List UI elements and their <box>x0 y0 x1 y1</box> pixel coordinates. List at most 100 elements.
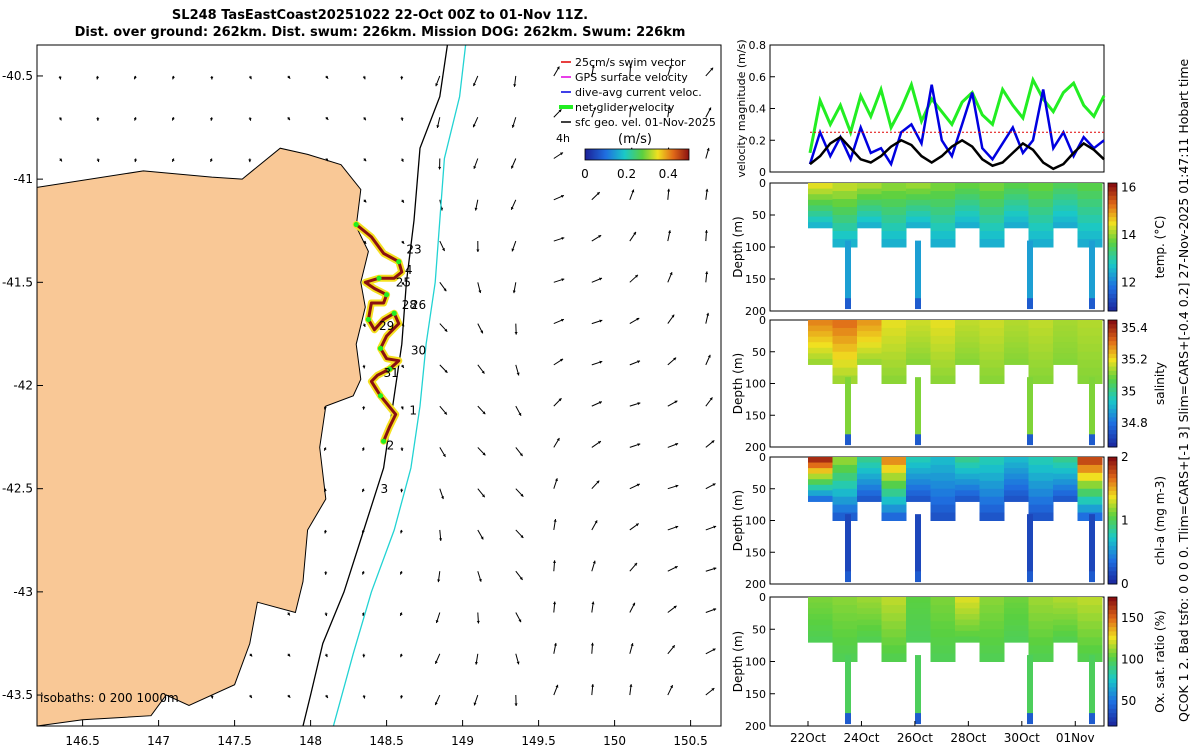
depth-axis-label: Depth (m) <box>731 216 745 277</box>
section-cell <box>857 608 882 615</box>
colorbar-segment <box>1108 507 1117 513</box>
section-cell <box>832 207 858 216</box>
geo-velocity-arrow <box>361 571 365 575</box>
geo-velocity-arrow <box>324 529 328 534</box>
geo-velocity-arrow <box>362 364 366 369</box>
geo-velocity-arrow <box>472 117 479 128</box>
section-cell <box>881 223 907 232</box>
geo-velocity-arrow <box>248 117 252 121</box>
geo-velocity-arrow <box>400 75 404 80</box>
section-cell <box>1004 336 1029 343</box>
section-cell <box>955 188 980 195</box>
section-cell <box>881 605 907 614</box>
colorbar-segment <box>1108 306 1117 312</box>
geo-velocity-arrow <box>287 694 291 698</box>
section-cell <box>1004 636 1029 643</box>
section-cell <box>881 597 907 606</box>
colorbar-segment <box>1108 332 1117 338</box>
section-cell <box>808 336 833 343</box>
geo-velocity-arrow <box>552 560 556 572</box>
velocity-y-tick-label: 0.4 <box>749 103 767 116</box>
section-cell <box>808 479 833 486</box>
section-cell <box>881 457 907 466</box>
section-cell <box>808 358 833 365</box>
section-cell <box>955 479 980 486</box>
colorbar-segment <box>1108 708 1117 714</box>
section-cell <box>881 335 907 345</box>
day-label: 31 <box>384 366 399 380</box>
colorbar-segment <box>1108 473 1117 479</box>
velocity-y-tick-label: 0.2 <box>749 134 767 147</box>
geo-velocity-arrow <box>515 447 524 457</box>
section-cell <box>857 188 882 195</box>
depth-tick-label: 200 <box>745 720 766 733</box>
geo-velocity-arrow <box>667 442 679 448</box>
day-label: 4 <box>405 263 413 277</box>
section-cell <box>906 608 931 615</box>
deep-dive-column <box>1027 377 1033 444</box>
geo-velocity-arrow <box>325 694 329 699</box>
section-cell <box>930 375 956 384</box>
geo-velocity-arrow <box>249 694 253 699</box>
section-cell <box>979 480 1005 490</box>
colorbar-segment <box>1108 247 1117 252</box>
geo-velocity-arrow <box>400 488 404 493</box>
velocity-y-tick-label: 0.6 <box>749 71 767 84</box>
deep-dive-column <box>1089 377 1095 444</box>
colorbar-segment <box>1108 683 1117 688</box>
geo-velocity-arrow <box>629 643 634 654</box>
section-cell <box>857 222 882 229</box>
section-cell <box>808 462 833 469</box>
section-cell <box>955 625 980 632</box>
section-cell <box>1004 320 1029 327</box>
colorbar-label: chl-a (mg m-3) <box>1153 476 1167 565</box>
colorbar-segment <box>1108 665 1117 671</box>
section-cell <box>1028 191 1054 200</box>
section-cell <box>1004 183 1029 190</box>
section-cell <box>930 327 956 337</box>
section-cell <box>1004 602 1029 609</box>
colorbar-segment <box>1108 695 1117 701</box>
section-cell <box>1053 336 1078 343</box>
geo-velocity-arrow <box>705 107 712 118</box>
section-cell <box>857 342 882 349</box>
section-cell <box>857 199 882 206</box>
geo-velocity-arrow <box>553 601 557 613</box>
section-cell <box>1004 222 1029 229</box>
geo-velocity-arrow <box>325 158 329 162</box>
section-cell <box>906 473 931 480</box>
section-cell <box>832 191 858 200</box>
geo-velocity-arrow <box>629 483 640 490</box>
section-cell <box>881 472 907 482</box>
section-cell <box>1004 358 1029 365</box>
section-cell <box>930 183 956 192</box>
section-cell <box>955 613 980 621</box>
section-cell <box>1077 191 1103 200</box>
colorbar-segment <box>1108 486 1117 492</box>
geo-velocity-arrow <box>629 562 638 572</box>
legend-swim-label: 25cm/s swim vector <box>575 56 686 69</box>
deep-dive-column <box>845 514 851 581</box>
colorbar-segment <box>1108 567 1117 572</box>
section-cell <box>808 608 833 615</box>
section-cell <box>930 512 956 521</box>
day-label: 30 <box>411 344 426 358</box>
section-cell <box>1077 464 1103 474</box>
section-cell <box>832 199 858 208</box>
chart-title-line1: SL248 TasEastCoast20251022 22-Oct 00Z to… <box>171 8 589 23</box>
section-cell <box>857 495 882 502</box>
colorbar-segment <box>1108 478 1117 483</box>
section-cell <box>1028 215 1054 224</box>
colorbar-segment <box>1108 528 1117 534</box>
colorbar-segment <box>1108 579 1117 585</box>
map-y-tick-label: -40.5 <box>2 69 33 83</box>
section-cell <box>808 183 833 190</box>
geo-velocity-arrow <box>591 520 598 531</box>
section-cell <box>881 239 907 248</box>
section-cell <box>930 621 956 630</box>
map-legend: 25cm/s swim vector GPS surface velocity … <box>556 56 716 181</box>
velocity-y-tick-label: 0 <box>759 166 766 179</box>
colorbar-segment <box>1108 251 1117 257</box>
